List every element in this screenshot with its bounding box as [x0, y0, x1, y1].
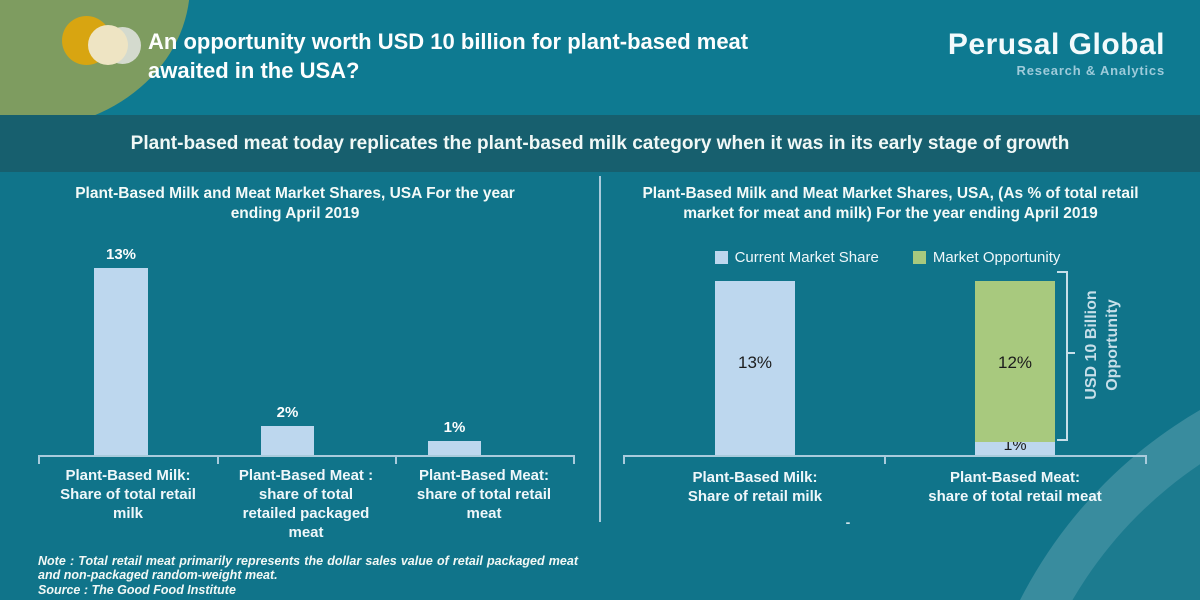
header: An opportunity worth USD 10 billion for … [0, 0, 1200, 115]
legend-swatch-blue-icon [714, 251, 728, 264]
category-label: Plant-Based Milk: Share of total retail … [60, 467, 196, 522]
brand-name: Perusal Global [947, 28, 1165, 61]
source-note: Source : The Good Food Institute [38, 582, 236, 597]
bar-value-label: 13% [737, 353, 773, 372]
bar-segment-current: 1% [975, 437, 1055, 455]
bar-meat-packaged-share: 2% [261, 404, 314, 455]
brand-logo: Perusal Global Research & Analytics [947, 28, 1165, 79]
axis-tick [884, 456, 886, 464]
logo-cream-circle-icon [88, 25, 128, 65]
legend-swatch-green-icon [912, 251, 926, 264]
opportunity-annotation: USD 10 Billion Opportunity [1083, 290, 1121, 400]
category-label: Plant-Based Meat: share of total retail … [416, 467, 552, 522]
charts-divider-line [599, 176, 601, 522]
bar-value-label: 13% [105, 246, 137, 263]
axis-tick [623, 456, 625, 464]
category-label: Plant-Based Meat: share of total retail … [928, 469, 1102, 505]
subheader-band: Plant-based meat today replicates the pl… [0, 115, 1200, 172]
axis-tick [395, 456, 397, 464]
left-chart-plot: 13% 2% 1% [30, 230, 590, 464]
bar-milk-current: 13% [715, 281, 795, 455]
bracket-bottom-cap [1057, 439, 1067, 441]
x-axis [38, 455, 575, 464]
right-chart-legend: Current Market Share Market Opportunity [615, 249, 1160, 266]
right-chart-title: Plant-Based Milk and Meat Market Shares,… [642, 185, 1139, 222]
right-chart-plot: 13% 1% 12% [615, 230, 1160, 464]
page-title-line2: awaited in the USA? [148, 58, 360, 83]
axis-tick [573, 456, 575, 464]
axis-tick [217, 456, 219, 464]
left-chart-title: Plant-Based Milk and Meat Market Shares,… [75, 185, 515, 222]
axis-tick [38, 456, 40, 464]
bar-value-label: 12% [997, 353, 1033, 372]
bar-milk-share: 13% [94, 246, 148, 455]
bar [94, 268, 148, 455]
subheader-text: Plant-based meat today replicates the pl… [130, 132, 1070, 154]
x-axis [623, 455, 1147, 464]
bar-meat-stacked: 1% 12% [975, 281, 1055, 455]
bar-segment-opportunity: 12% [975, 281, 1055, 442]
axis-tick [1145, 456, 1147, 464]
legend-item-current: Current Market Share [714, 249, 879, 266]
bar-meat-retail-share: 1% [428, 419, 481, 455]
dash-mark: - [845, 514, 851, 530]
legend-label: Current Market Share [734, 249, 879, 266]
bar-value-label: 1% [443, 419, 466, 436]
page-title: An opportunity worth USD 10 billion for … [148, 27, 868, 85]
page-title-line1: An opportunity worth USD 10 billion for … [148, 29, 749, 54]
legend-item-opportunity: Market Opportunity [912, 249, 1061, 266]
category-label: Plant-Based Meat : share of total retail… [238, 467, 374, 541]
bar [261, 426, 314, 455]
bar-value-label: 2% [276, 404, 299, 421]
bar [428, 441, 481, 455]
brand-tagline: Research & Analytics [1016, 63, 1165, 78]
bracket-top-cap [1057, 271, 1067, 273]
footnote: Note : Total retail meat primarily repre… [38, 553, 578, 583]
bracket-line [1066, 271, 1068, 441]
bracket-mid-tick [1066, 352, 1075, 354]
bar: 13% [715, 281, 795, 455]
category-label: Plant-Based Milk: Share of retail milk [687, 469, 823, 505]
legend-label: Market Opportunity [932, 249, 1061, 266]
